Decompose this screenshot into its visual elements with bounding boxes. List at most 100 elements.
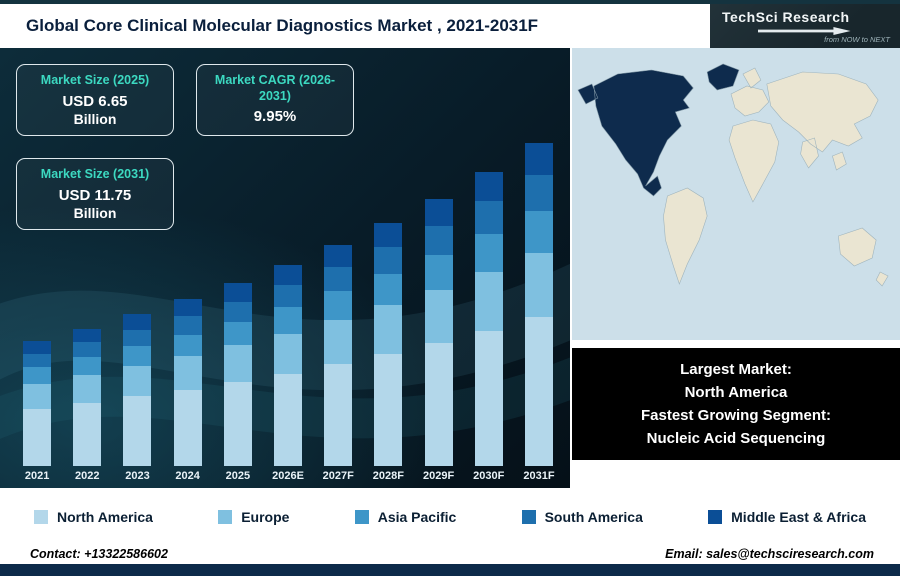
legend-item-middle-east-africa: Middle East & Africa — [708, 509, 866, 525]
chart-panel: Market Size (2025) USD 6.65 Billion Mark… — [0, 48, 570, 488]
map-asia — [766, 71, 879, 171]
bar-2027F — [324, 244, 353, 466]
bar-segment-north-america — [173, 389, 202, 466]
market-cagr-box: Market CAGR (2026-2031) 9.95% — [196, 64, 354, 136]
market-size-2025-unit: Billion — [73, 111, 117, 128]
world-map-svg — [572, 48, 900, 340]
market-size-2031-label: Market Size (2031) — [40, 167, 150, 181]
market-size-2031-value: USD 11.75 — [58, 186, 132, 204]
bar-segment-europe — [424, 289, 453, 344]
market-size-2025-label: Market Size (2025) — [40, 73, 150, 87]
logo-name: TechSci Research — [722, 9, 850, 25]
bar-group-2023: 2023 — [112, 314, 162, 482]
bar-axis-label: 2027F — [322, 470, 354, 482]
bar-segment-europe — [524, 252, 553, 318]
logo-arrow-icon — [758, 27, 851, 35]
bar-segment-asia-pacific — [23, 367, 52, 384]
market-size-2031-box: Market Size (2031) USD 11.75 Billion — [16, 158, 174, 231]
bar-group-2028F: 2028F — [363, 222, 413, 482]
chart-legend: North America Europe Asia Pacific South Ame… — [0, 488, 900, 546]
legend-item-asia-pacific: Asia Pacific — [354, 509, 456, 525]
bar-segment-middle-east-africa — [324, 244, 353, 267]
bar-segment-north-america — [123, 396, 152, 466]
bar-group-2027F: 2027F — [313, 244, 363, 482]
logo-tagline: from NOW to NEXT — [824, 35, 890, 44]
bar-segment-asia-pacific — [123, 346, 152, 367]
page-title: Global Core Clinical Molecular Diagnosti… — [26, 16, 539, 35]
bar-group-2021: 2021 — [12, 340, 62, 482]
bar-2023 — [123, 314, 152, 466]
map-australia — [838, 227, 889, 287]
map-africa — [728, 119, 780, 203]
market-callout-box: Largest Market: North America Fastest Gr… — [572, 348, 900, 460]
bar-2024 — [173, 299, 202, 466]
legend-swatch-icon — [34, 510, 48, 524]
bar-axis-label: 2023 — [125, 470, 150, 482]
bar-segment-europe — [374, 305, 403, 355]
bar-segment-north-america — [424, 343, 453, 466]
footer-contact: Contact: +13322586602 — [30, 547, 168, 561]
bar-segment-asia-pacific — [324, 291, 353, 320]
legend-item-europe: Europe — [218, 509, 289, 525]
footer: Contact: +13322586602 Email: sales@techs… — [0, 546, 900, 576]
legend-swatch-icon — [521, 510, 536, 524]
callout-line-largest-market-label: Largest Market: — [680, 360, 792, 378]
bar-axis-label: 2031F — [523, 470, 555, 482]
techsci-logo: TechSci Research from NOW to NEXT — [710, 4, 900, 48]
footer-bar — [0, 564, 900, 576]
legend-item-north-america: North America — [34, 509, 153, 525]
bar-segment-south-america — [424, 225, 453, 256]
bar-2021 — [23, 340, 52, 466]
bar-segment-south-america — [374, 247, 403, 274]
right-panel: Largest Market: North America Fastest Gr… — [570, 48, 900, 488]
bar-segment-middle-east-africa — [23, 340, 52, 354]
legend-label: Middle East & Africa — [731, 509, 866, 525]
legend-swatch-icon — [218, 510, 233, 524]
legend-swatch-icon — [708, 510, 723, 524]
bar-segment-asia-pacific — [274, 307, 303, 334]
bar-group-2031F: 2031F — [514, 142, 564, 482]
callout-line-fastest-segment-label: Fastest Growing Segment: — [640, 407, 832, 424]
bar-group-2026E: 2026E — [263, 265, 313, 482]
bar-segment-middle-east-africa — [73, 328, 102, 343]
bar-2028F — [374, 222, 403, 466]
bar-2031F — [524, 142, 553, 466]
bar-segment-asia-pacific — [223, 321, 252, 346]
bar-segment-middle-east-africa — [374, 222, 403, 248]
bar-segment-north-america — [23, 408, 52, 466]
legend-label: South America — [544, 509, 643, 525]
bar-segment-middle-east-africa — [474, 171, 503, 202]
header: Global Core Clinical Molecular Diagnosti… — [0, 0, 900, 48]
bar-2029F — [424, 199, 453, 466]
market-cagr-label: Market CAGR (2026-2031) — [214, 73, 336, 103]
bar-segment-asia-pacific — [173, 334, 202, 357]
bar-segment-south-america — [73, 342, 102, 358]
bar-group-2025: 2025 — [213, 283, 263, 482]
map-europe — [730, 67, 770, 117]
legend-label: Europe — [241, 509, 290, 525]
world-map — [572, 48, 900, 340]
bar-segment-south-america — [223, 301, 252, 322]
bar-segment-europe — [123, 366, 152, 397]
callout-line-largest-market-value: North America — [684, 383, 788, 401]
bar-group-2024: 2024 — [163, 299, 213, 482]
map-south-america — [663, 187, 708, 285]
bar-segment-south-america — [123, 329, 152, 347]
bar-segment-asia-pacific — [474, 233, 503, 272]
bar-2022 — [73, 328, 102, 466]
bar-segment-south-america — [474, 201, 503, 234]
bar-chart: 2021 2022 2023 2024 2025 2026E 2027F 2028F 2029F… — [12, 142, 564, 482]
bar-segment-middle-east-africa — [274, 265, 303, 286]
bar-axis-label: 2028F — [372, 470, 404, 482]
bar-segment-south-america — [173, 316, 202, 335]
legend-swatch-icon — [354, 510, 369, 524]
map-greenland — [706, 63, 740, 91]
bar-segment-europe — [324, 319, 353, 365]
bar-segment-south-america — [274, 285, 303, 308]
bar-segment-north-america — [524, 317, 553, 466]
bar-segment-europe — [223, 345, 252, 382]
bar-segment-asia-pacific — [374, 273, 403, 306]
legend-item-south-america: South America — [521, 509, 643, 525]
bar-group-2029F: 2029F — [414, 199, 464, 482]
bar-segment-north-america — [474, 330, 503, 466]
